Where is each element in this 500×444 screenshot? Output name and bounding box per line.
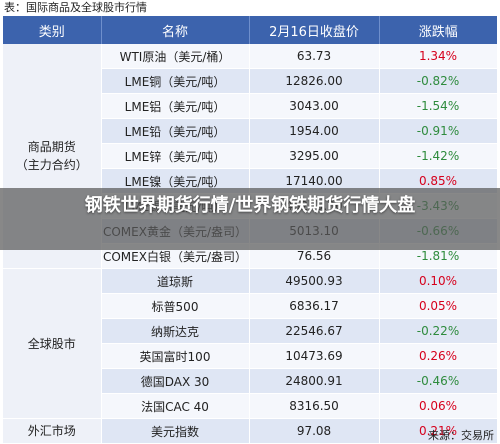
header-change: 涨跌幅 [379, 16, 497, 44]
table-row: 外汇市场 美元指数 97.08 0.21% [3, 418, 498, 444]
source-note: 来源：交易所 [428, 429, 494, 442]
table-row: LME铝（美元/吨） 3043.00 -1.54% [3, 93, 498, 119]
name-cell: 德国DAX 30 [101, 368, 250, 394]
price-cell: 3295.00 [249, 143, 380, 169]
change-cell: -0.22% [379, 318, 498, 344]
price-cell: 1954.00 [249, 118, 380, 144]
table-header-row: 类别 名称 2月16日收盘价 涨跌幅 [3, 16, 497, 44]
price-cell: 6836.17 [249, 293, 380, 319]
price-cell: 97.08 [249, 418, 380, 444]
name-cell: 英国富时100 [101, 343, 250, 369]
name-cell: WTI原油（美元/桶） [101, 44, 250, 69]
change-cell: 1.34% [379, 44, 498, 69]
table-row: 商品期货 （主力合约） WTI原油（美元/桶） 63.73 1.34% [3, 44, 498, 269]
header-name: 名称 [101, 16, 250, 44]
table-row: 纳斯达克 22546.67 -0.22% [3, 318, 498, 344]
name-cell: 道琼斯 [101, 268, 250, 294]
price-cell: 12826.00 [249, 68, 380, 94]
table-row: LME铜（美元/吨） 12826.00 -0.82% [3, 68, 498, 94]
change-cell: -0.46% [379, 368, 498, 394]
change-cell: 0.05% [379, 293, 498, 319]
name-cell: LME锌（美元/吨） [101, 143, 250, 169]
name-cell: LME铜（美元/吨） [101, 68, 250, 94]
change-cell: 0.21% [379, 418, 498, 444]
market-table: 类别 名称 2月16日收盘价 涨跌幅 商品期货 （主力合约） WTI原油（美元/桶）… [3, 16, 498, 444]
page-title: 表：国际商品及全球股市行情 [4, 1, 147, 14]
table-row: 英国富时100 10473.69 0.26% [3, 343, 498, 369]
change-cell: -0.82% [379, 68, 498, 94]
price-cell: 63.73 [249, 44, 380, 69]
name-cell: 美元指数 [101, 418, 250, 444]
overlay-banner [0, 188, 500, 250]
price-cell: 24800.91 [249, 368, 380, 394]
category-cell-stocks: 全球股市 [3, 268, 102, 419]
table-row: LME铅（美元/吨） 1954.00 -0.91% [3, 118, 498, 144]
table-row: LME锌（美元/吨） 3295.00 -1.42% [3, 143, 498, 169]
table-row: 全球股市 道琼斯 49500.93 0.10% [3, 268, 498, 419]
name-cell: 法国CAC 40 [101, 393, 250, 419]
price-cell: 49500.93 [249, 268, 380, 294]
change-cell: 0.10% [379, 268, 498, 294]
table-row: 德国DAX 30 24800.91 -0.46% [3, 368, 498, 394]
price-cell: 8316.50 [249, 393, 380, 419]
change-cell: 0.26% [379, 343, 498, 369]
name-cell: LME铝（美元/吨） [101, 93, 250, 119]
header-close-price: 2月16日收盘价 [249, 16, 380, 44]
price-cell: 22546.67 [249, 318, 380, 344]
table-row: 法国CAC 40 8316.50 0.06% [3, 393, 498, 419]
table-row: 标普500 6836.17 0.05% [3, 293, 498, 319]
header-category: 类别 [3, 16, 102, 44]
name-cell: 纳斯达克 [101, 318, 250, 344]
change-cell: -1.54% [379, 93, 498, 119]
name-cell: LME铅（美元/吨） [101, 118, 250, 144]
name-cell: 标普500 [101, 293, 250, 319]
change-cell: -0.91% [379, 118, 498, 144]
overlay-title: 钢铁世界期货行情/世界钢铁期货行情大盘 [84, 195, 416, 216]
category-cell-forex: 外汇市场 [3, 418, 102, 444]
change-cell: 0.06% [379, 393, 498, 419]
price-cell: 3043.00 [249, 93, 380, 119]
price-cell: 10473.69 [249, 343, 380, 369]
change-cell: -1.42% [379, 143, 498, 169]
